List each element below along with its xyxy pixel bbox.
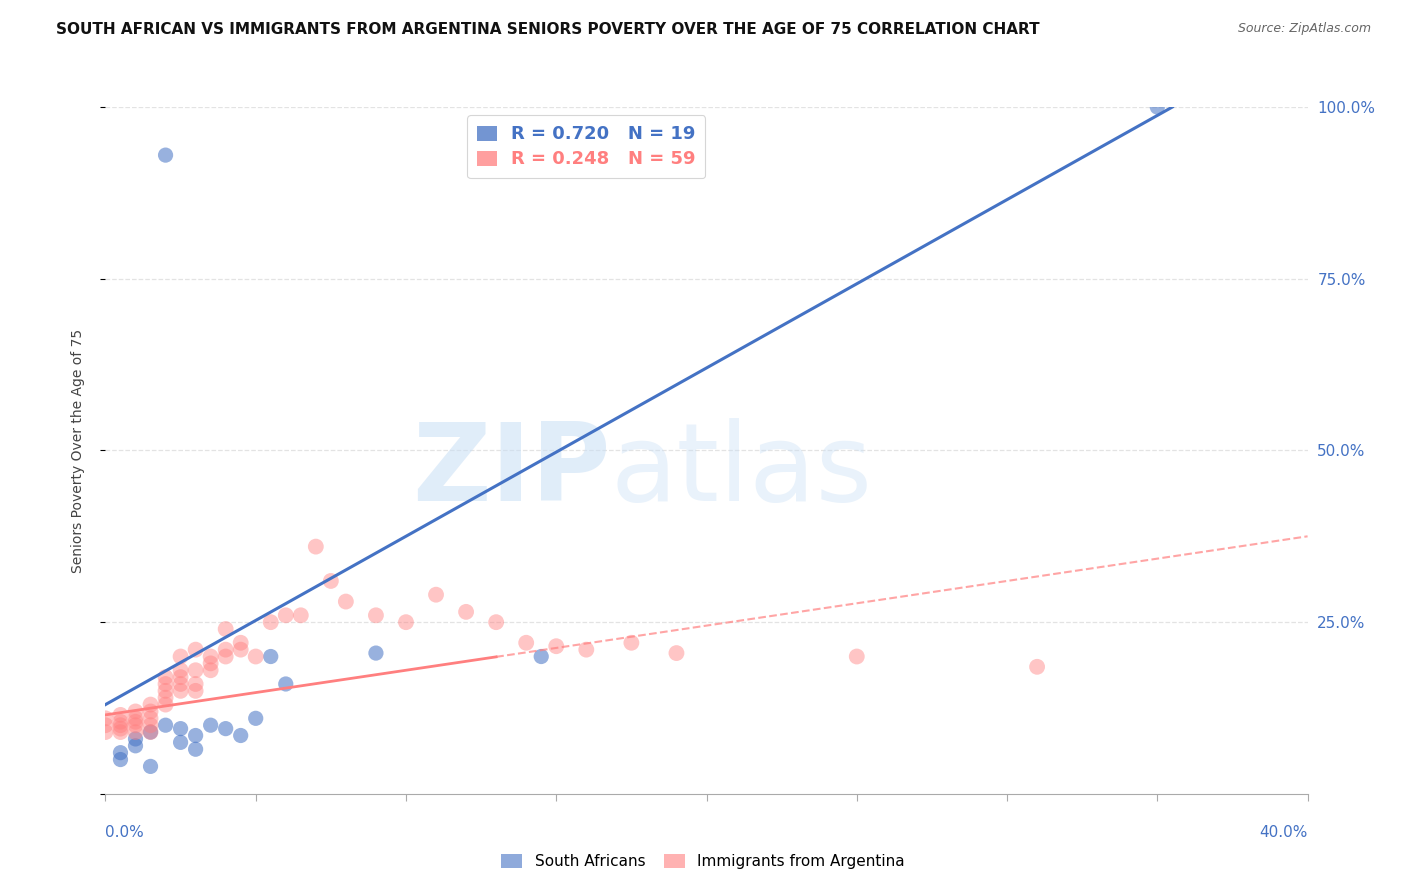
Point bbox=[169, 735, 191, 749]
Point bbox=[245, 649, 267, 664]
Point bbox=[214, 622, 236, 636]
Point bbox=[124, 718, 146, 732]
Point bbox=[530, 649, 553, 664]
Point bbox=[155, 690, 177, 705]
Point bbox=[184, 677, 207, 691]
Point bbox=[110, 722, 132, 736]
Point bbox=[184, 683, 207, 698]
Point bbox=[575, 642, 598, 657]
Point bbox=[200, 657, 222, 671]
Point bbox=[335, 594, 357, 608]
Point bbox=[139, 725, 162, 739]
Point bbox=[124, 731, 146, 746]
Point bbox=[110, 718, 132, 732]
Point bbox=[110, 746, 132, 760]
Point bbox=[620, 636, 643, 650]
Point bbox=[319, 574, 342, 588]
Point bbox=[454, 605, 477, 619]
Point bbox=[200, 663, 222, 677]
Point bbox=[395, 615, 418, 630]
Point bbox=[515, 636, 537, 650]
Point bbox=[155, 670, 177, 684]
Point bbox=[260, 649, 283, 664]
Point bbox=[139, 718, 162, 732]
Point bbox=[139, 705, 162, 719]
Point bbox=[845, 649, 868, 664]
Point bbox=[364, 608, 387, 623]
Point bbox=[139, 759, 162, 773]
Point bbox=[110, 707, 132, 722]
Point bbox=[124, 739, 146, 753]
Point bbox=[169, 649, 191, 664]
Point bbox=[229, 642, 252, 657]
Point bbox=[665, 646, 688, 660]
Point bbox=[139, 698, 162, 712]
Text: Source: ZipAtlas.com: Source: ZipAtlas.com bbox=[1237, 22, 1371, 36]
Point bbox=[184, 663, 207, 677]
Point bbox=[110, 752, 132, 766]
Point bbox=[155, 718, 177, 732]
Point bbox=[229, 636, 252, 650]
Point bbox=[1146, 100, 1168, 114]
Point bbox=[214, 649, 236, 664]
Point bbox=[169, 683, 191, 698]
Text: atlas: atlas bbox=[610, 418, 872, 524]
Point bbox=[94, 711, 117, 725]
Point bbox=[169, 670, 191, 684]
Point bbox=[260, 615, 283, 630]
Point bbox=[139, 725, 162, 739]
Point bbox=[274, 608, 297, 623]
Point bbox=[214, 722, 236, 736]
Point bbox=[214, 642, 236, 657]
Point bbox=[155, 148, 177, 162]
Point bbox=[94, 725, 117, 739]
Point bbox=[169, 663, 191, 677]
Point bbox=[364, 646, 387, 660]
Text: 0.0%: 0.0% bbox=[105, 825, 145, 840]
Point bbox=[169, 722, 191, 736]
Point bbox=[425, 588, 447, 602]
Point bbox=[184, 742, 207, 756]
Point bbox=[124, 711, 146, 725]
Point bbox=[1026, 660, 1049, 674]
Point bbox=[546, 639, 568, 653]
Text: ZIP: ZIP bbox=[412, 418, 610, 524]
Legend: South Africans, Immigrants from Argentina: South Africans, Immigrants from Argentin… bbox=[495, 848, 911, 875]
Point bbox=[110, 725, 132, 739]
Point bbox=[245, 711, 267, 725]
Point bbox=[305, 540, 328, 554]
Point bbox=[155, 698, 177, 712]
Point bbox=[124, 714, 146, 729]
Text: SOUTH AFRICAN VS IMMIGRANTS FROM ARGENTINA SENIORS POVERTY OVER THE AGE OF 75 CO: SOUTH AFRICAN VS IMMIGRANTS FROM ARGENTI… bbox=[56, 22, 1040, 37]
Point bbox=[229, 729, 252, 743]
Point bbox=[155, 677, 177, 691]
Point bbox=[485, 615, 508, 630]
Point bbox=[184, 642, 207, 657]
Point bbox=[139, 711, 162, 725]
Point bbox=[124, 725, 146, 739]
Legend: R = 0.720   N = 19, R = 0.248   N = 59: R = 0.720 N = 19, R = 0.248 N = 59 bbox=[467, 115, 706, 178]
Point bbox=[200, 649, 222, 664]
Text: 40.0%: 40.0% bbox=[1260, 825, 1308, 840]
Y-axis label: Seniors Poverty Over the Age of 75: Seniors Poverty Over the Age of 75 bbox=[70, 328, 84, 573]
Point bbox=[200, 718, 222, 732]
Point bbox=[184, 729, 207, 743]
Point bbox=[110, 714, 132, 729]
Point bbox=[290, 608, 312, 623]
Point bbox=[124, 705, 146, 719]
Point bbox=[94, 718, 117, 732]
Point bbox=[274, 677, 297, 691]
Point bbox=[155, 683, 177, 698]
Point bbox=[169, 677, 191, 691]
